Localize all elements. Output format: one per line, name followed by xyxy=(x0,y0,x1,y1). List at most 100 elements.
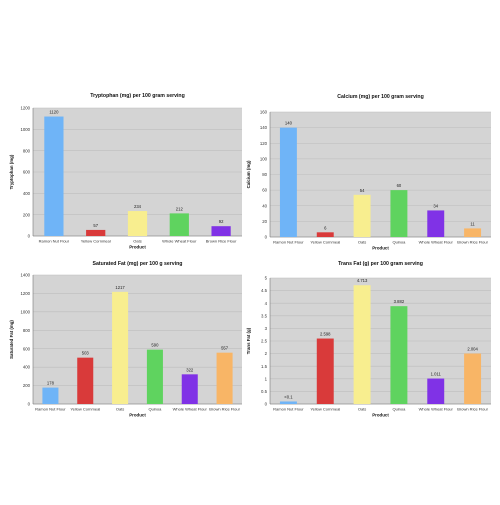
x-tick-label: Ramon Nut Flour xyxy=(273,240,304,245)
x-tick-label: Quinoa xyxy=(392,240,406,245)
y-tick-label: 20 xyxy=(262,219,267,224)
x-tick-label: Whole Wheat Flour xyxy=(173,407,208,412)
y-tick-label: 40 xyxy=(262,203,267,208)
bar xyxy=(279,127,297,237)
bar xyxy=(353,194,371,237)
bar xyxy=(316,232,334,237)
bar xyxy=(146,349,163,404)
bar xyxy=(86,229,106,236)
bar xyxy=(112,291,129,404)
x-tick-label: Ramon Nut Flour xyxy=(273,407,304,412)
x-tick-label: Brown Rice Flour xyxy=(457,240,488,245)
y-tick-label: 140 xyxy=(260,125,268,130)
y-tick-label: 4.5 xyxy=(261,288,268,293)
bar xyxy=(127,211,148,236)
y-tick-label: 3.5 xyxy=(261,313,268,318)
data-label: 57 xyxy=(93,223,98,228)
y-tick-label: 1200 xyxy=(20,106,30,111)
y-tick-label: 0.5 xyxy=(261,389,268,394)
x-tick-label: Oats xyxy=(358,240,366,245)
data-label: 60 xyxy=(397,183,402,188)
data-label: 178 xyxy=(47,381,55,386)
chart-title: Trans Fat (g) per 100 gram serving xyxy=(338,261,423,267)
data-label: <0.1 xyxy=(284,394,293,399)
bar xyxy=(44,116,64,236)
y-tick-label: 5 xyxy=(265,276,268,281)
y-tick-label: 160 xyxy=(260,110,268,115)
x-tick-label: Ramon Nut Flour xyxy=(39,239,70,244)
x-tick-label: Yellow Cornmeal xyxy=(310,407,340,412)
bar xyxy=(181,374,198,404)
y-tick-label: 0 xyxy=(265,402,268,407)
data-label: 557 xyxy=(221,346,229,351)
x-tick-label: Yellow Cornmeal xyxy=(81,239,111,244)
data-label: 6 xyxy=(324,225,327,230)
x-tick-label: Yellow Cornmeal xyxy=(70,407,100,412)
x-tick-label: Whole Wheat Flour xyxy=(419,240,454,245)
data-label: 1217 xyxy=(115,285,125,290)
y-tick-label: 1000 xyxy=(20,127,30,132)
y-tick-label: 80 xyxy=(262,172,267,177)
x-tick-label: Brown Rice Flour xyxy=(457,407,488,412)
y-tick-label: 3 xyxy=(265,326,268,331)
data-label: 503 xyxy=(82,351,90,356)
data-label: 234 xyxy=(134,204,142,209)
x-axis-label: Product xyxy=(129,245,146,250)
x-tick-label: Quinoa xyxy=(392,407,406,412)
y-tick-label: 1 xyxy=(265,376,268,381)
chart-3: 0 200 400 600 800 1000 1200 1400 178 Ramon Nut Fl… xyxy=(9,261,242,418)
bar xyxy=(316,338,334,404)
y-tick-label: 400 xyxy=(23,365,31,370)
y-axis-label: Calcium (mg) xyxy=(246,160,251,188)
y-tick-label: 4 xyxy=(265,301,268,306)
y-tick-label: 2 xyxy=(265,351,268,356)
x-tick-label: Yellow Cornmeal xyxy=(310,240,340,245)
x-tick-label: Oats xyxy=(116,407,124,412)
data-label: 590 xyxy=(151,343,159,348)
data-label: 1.011 xyxy=(431,372,442,377)
y-tick-label: 0 xyxy=(265,235,268,240)
chart-1: 0 200 400 600 800 1000 1200 1120 Ramon Nut Flour… xyxy=(9,93,242,250)
y-tick-label: 200 xyxy=(23,383,31,388)
plot-area xyxy=(33,275,242,404)
data-label: 34 xyxy=(433,203,438,208)
x-tick-label: Whole Wheat Flour xyxy=(419,407,454,412)
y-tick-label: 600 xyxy=(23,346,31,351)
y-tick-label: 60 xyxy=(262,188,267,193)
y-tick-label: 1000 xyxy=(20,309,30,314)
x-tick-label: Quinoa xyxy=(148,407,162,412)
x-tick-label: Oats xyxy=(133,239,141,244)
data-label: 322 xyxy=(186,367,194,372)
y-tick-label: 800 xyxy=(23,328,31,333)
y-tick-label: 600 xyxy=(23,170,31,175)
y-axis-label: Trans Fat (g) xyxy=(246,327,251,354)
chart-title: Tryptophan (mg) per 100 gram serving xyxy=(90,93,185,99)
bar xyxy=(279,401,297,404)
x-tick-label: Brown Rice Flour xyxy=(209,407,240,412)
data-label: 212 xyxy=(176,206,184,211)
y-tick-label: 400 xyxy=(23,191,31,196)
bar xyxy=(77,357,94,404)
data-label: 3.882 xyxy=(394,299,405,304)
x-tick-label: Whole Wheat Flour xyxy=(162,239,197,244)
bar xyxy=(390,190,408,237)
data-label: 2.004 xyxy=(467,346,478,351)
bar xyxy=(42,387,59,404)
chart-title: Calcium (mg) per 100 gram serving xyxy=(337,94,424,100)
data-label: 2.598 xyxy=(320,332,331,337)
y-tick-label: 1.5 xyxy=(261,364,268,369)
y-tick-label: 0 xyxy=(28,234,31,239)
x-tick-label: Ramon Nut Flour xyxy=(35,407,66,412)
y-tick-label: 2.5 xyxy=(261,339,268,344)
chart-2: 0 20 40 60 80 100 120 140 160 140 Ramon Nut Flour 6… xyxy=(246,94,491,251)
y-tick-label: 1200 xyxy=(20,291,30,296)
y-tick-label: 800 xyxy=(23,148,31,153)
data-label: 4.713 xyxy=(357,278,368,283)
x-tick-label: Oats xyxy=(358,407,366,412)
bar xyxy=(211,226,231,236)
y-tick-label: 1400 xyxy=(20,273,30,278)
bar xyxy=(216,352,233,404)
y-tick-label: 200 xyxy=(23,212,31,217)
